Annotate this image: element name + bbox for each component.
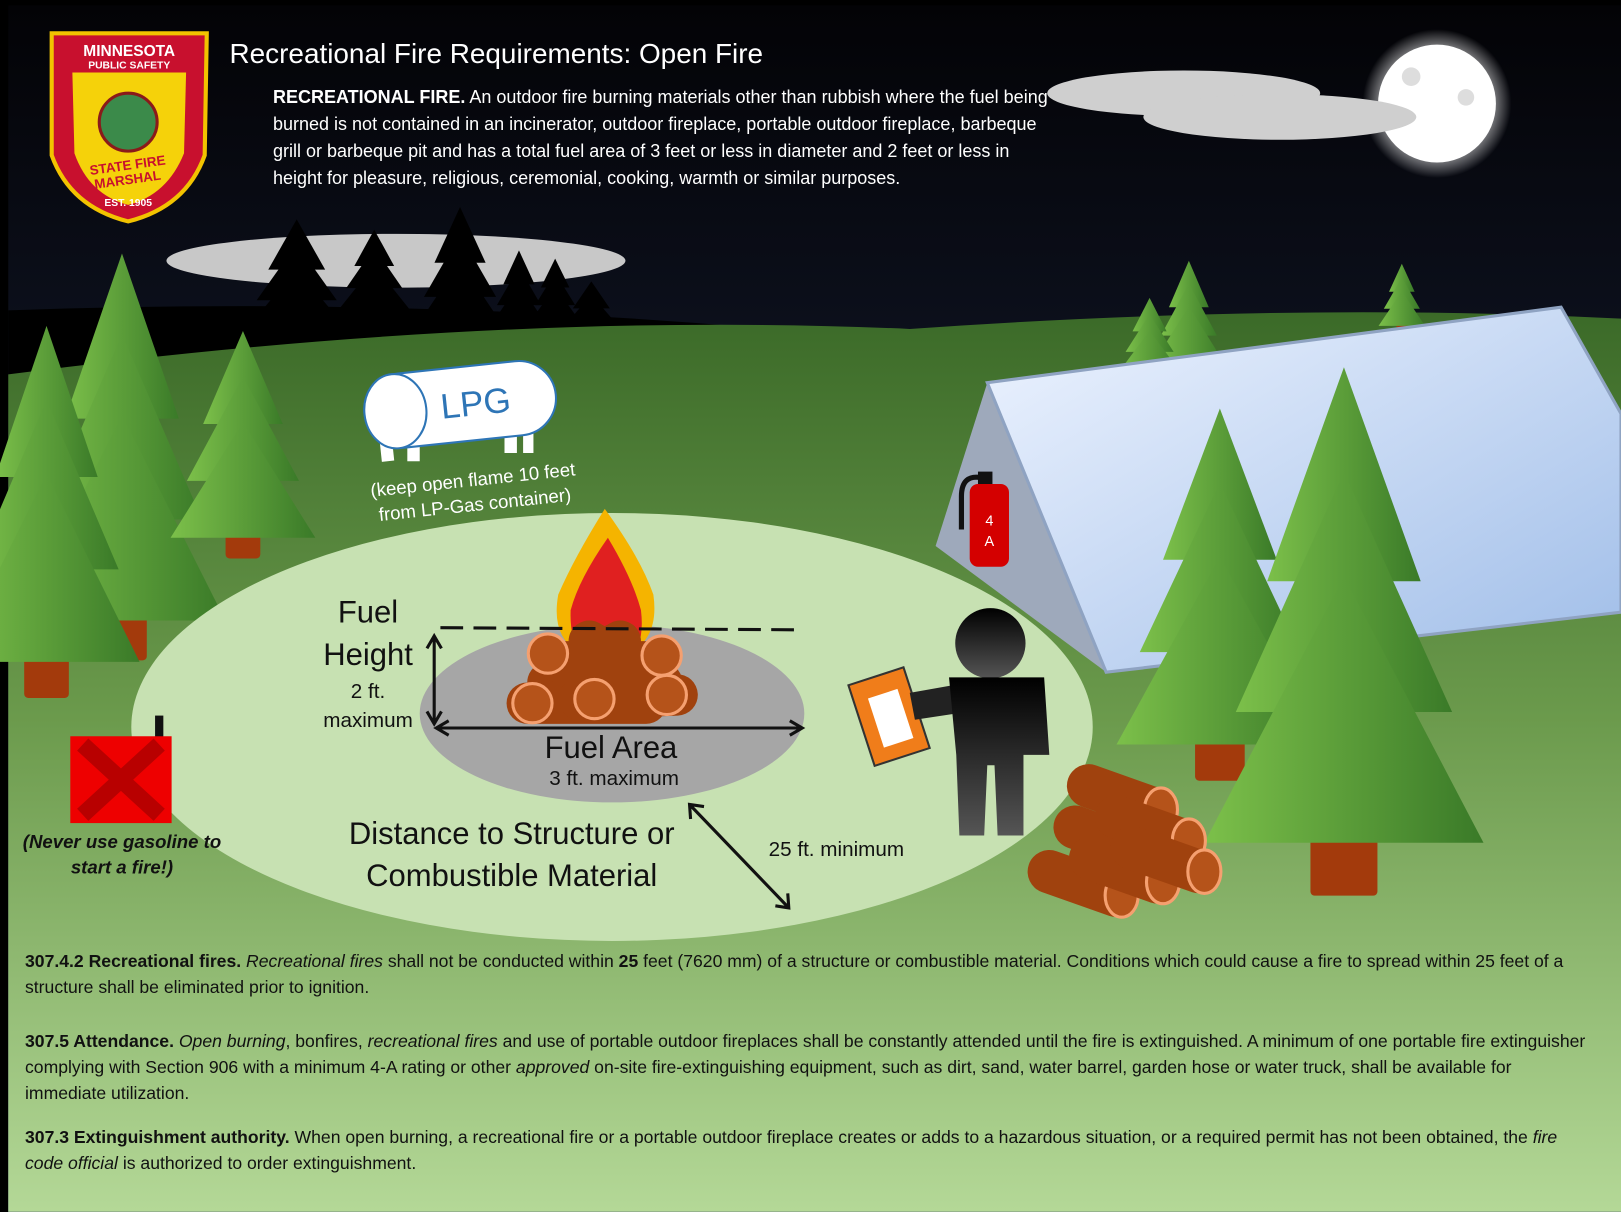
definition-term: RECREATIONAL FIRE. <box>273 87 465 107</box>
distance-min: 25 ft. minimum <box>769 838 904 861</box>
rule-term: recreational fires <box>368 1031 498 1051</box>
log-end <box>647 675 686 714</box>
definition: RECREATIONAL FIRE. An outdoor fire burni… <box>273 84 1063 192</box>
infographic: MINNESOTA PUBLIC SAFETY STATE FIRE MARSH… <box>0 0 1621 1212</box>
logo-text: MINNESOTA <box>83 43 175 60</box>
extinguisher-rating: 4 <box>985 513 993 529</box>
moon <box>1378 45 1496 163</box>
fuel-area-max: 3 ft. maximum <box>549 767 679 790</box>
rule-text: , bonfires, <box>285 1031 362 1051</box>
gasoline-warning: (Never use gasoline to <box>23 831 221 852</box>
person-head <box>955 608 1025 678</box>
rule-term: approved <box>516 1057 589 1077</box>
rule: 307.5 Attendance. Open burning, bonfires… <box>25 1028 1590 1106</box>
logo-seal <box>99 93 157 151</box>
log-end <box>513 684 552 723</box>
fuel-height-max: maximum <box>323 709 413 732</box>
tree-trunk <box>24 658 69 698</box>
campfire-logs <box>513 634 687 723</box>
rule-heading: 307.3 Extinguishment authority. <box>25 1127 290 1147</box>
title: Recreational Fire Requirements: Open Fir… <box>230 38 764 69</box>
tree-trunk <box>1195 740 1245 780</box>
log-end <box>575 679 614 718</box>
gasoline-warning: start a fire!) <box>71 857 173 878</box>
rule: 307.3 Extinguishment authority. When ope… <box>25 1124 1590 1176</box>
moon-crater <box>1458 89 1475 106</box>
tree-trunk <box>1310 839 1377 896</box>
rule-heading: 307.4.2 Recreational fires. <box>25 951 241 971</box>
height-line <box>440 628 796 630</box>
rule-number: 25 <box>619 951 639 971</box>
log-end <box>1188 850 1221 893</box>
extinguisher-rating: A <box>985 534 995 550</box>
rule-text: shall not be conducted within <box>388 951 614 971</box>
tank-label: LPG <box>439 381 513 427</box>
distance-label: Distance to Structure or <box>349 816 675 851</box>
log-end <box>528 634 567 673</box>
fuel-height-max: 2 ft. <box>351 680 385 703</box>
logo-text: EST. 1905 <box>104 198 152 209</box>
rule-term: Open burning <box>179 1031 286 1051</box>
logo-text: PUBLIC SAFETY <box>88 60 170 71</box>
fuel-area-label: Fuel Area <box>545 730 678 765</box>
distance-label: Combustible Material <box>366 858 657 893</box>
moon-crater <box>1402 67 1421 86</box>
rule: 307.4.2 Recreational fires. Recreational… <box>25 948 1590 1000</box>
cloud <box>1143 94 1416 139</box>
rule-term: Recreational fires <box>246 951 383 971</box>
rule-heading: 307.5 Attendance. <box>25 1031 174 1051</box>
fuel-height-label: Height <box>323 637 413 672</box>
rule-text: When open burning, a recreational fire o… <box>295 1127 1528 1147</box>
extinguisher-top <box>978 472 992 486</box>
rule-text: is authorized to order extinguishment. <box>123 1153 416 1173</box>
fuel-height-label: Fuel <box>338 595 398 630</box>
log-end <box>642 636 681 675</box>
